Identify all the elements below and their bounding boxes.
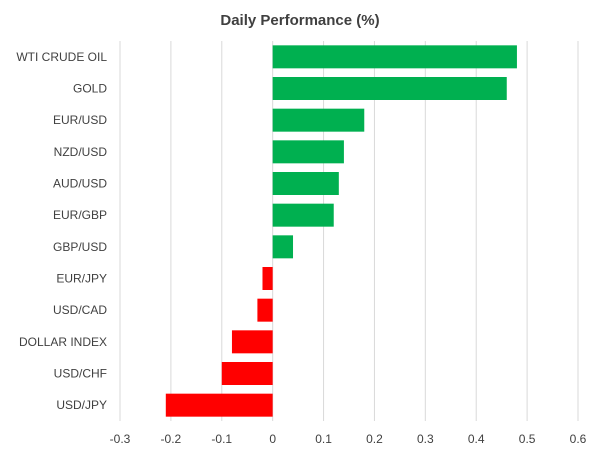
bar (272, 45, 517, 69)
category-label: WTI CRUDE OIL (16, 50, 107, 64)
category-label: EUR/USD (53, 113, 107, 127)
bar (262, 267, 273, 290)
x-tick-label: 0.3 (417, 432, 434, 446)
category-label: EUR/GBP (53, 208, 107, 222)
category-label: GOLD (73, 82, 107, 96)
x-tick-label: 0.1 (315, 432, 332, 446)
bar (221, 362, 273, 385)
x-tick-label: 0.6 (570, 432, 587, 446)
category-label: DOLLAR INDEX (19, 335, 107, 349)
category-label: USD/CHF (54, 367, 107, 381)
x-tick-label: 0.5 (519, 432, 536, 446)
bar (272, 108, 365, 132)
bar (272, 203, 334, 227)
chart-title: Daily Performance (%) (220, 12, 379, 29)
bar (272, 140, 344, 164)
bar (257, 298, 273, 322)
category-label: NZD/USD (54, 145, 108, 159)
category-label: USD/JPY (56, 398, 107, 412)
category-label: USD/CAD (53, 303, 107, 317)
x-tick-label: -0.3 (110, 432, 131, 446)
bar (165, 393, 273, 417)
x-tick-label: -0.1 (211, 432, 232, 446)
x-tick-label: 0.4 (468, 432, 485, 446)
category-label: EUR/JPY (56, 272, 107, 286)
x-tick-label: 0 (269, 432, 276, 446)
category-labels: WTI CRUDE OIL GOLD EUR/USD NZD/USD AUD/USD EU… (16, 50, 107, 412)
bar (231, 330, 273, 354)
x-axis-ticks: -0.3 -0.2 -0.1 0 0.1 0.2 0.3 0.4 0.5 0.6 (110, 432, 587, 446)
bars (165, 45, 517, 417)
x-tick-label: -0.2 (161, 432, 182, 446)
bar (272, 77, 507, 100)
grid-lines (119, 41, 579, 421)
bar (272, 172, 339, 195)
x-tick-label: 0.2 (366, 432, 383, 446)
category-label: GBP/USD (53, 240, 107, 254)
bar (272, 235, 294, 259)
category-label: AUD/USD (53, 177, 107, 191)
